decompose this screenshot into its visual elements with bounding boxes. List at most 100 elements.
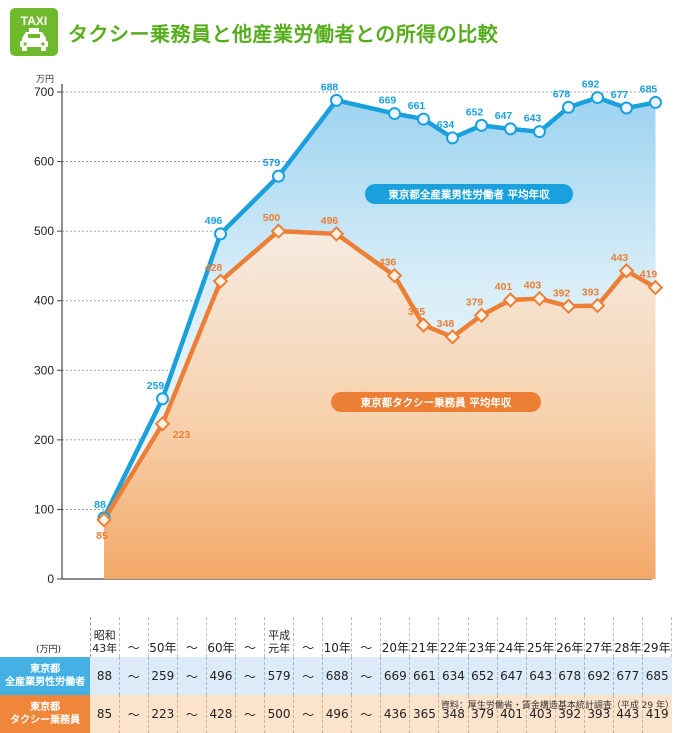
data-label-taxi: 419 [640,268,658,280]
table-cell-taxi: ～ [235,695,266,733]
y-tick-label: 600 [34,155,54,169]
data-label-taxi: 500 [263,212,281,224]
table-year-header: 29年 [642,617,673,657]
point-taxi [618,263,635,279]
point-all-industries [562,100,575,114]
data-label-taxi: 223 [173,429,191,441]
table-year-header: 10年 [322,617,353,657]
table-year-header: 24年 [497,617,527,657]
table-year-header: 21年 [409,617,440,657]
table-cell-taxi: 496 [322,695,353,733]
data-label-taxi: 428 [205,262,223,274]
table-header-row: (万円) 昭和 43年～ 50年～ 60年～平成 元年～ 10年～ 20年 21年 22年 23年 2… [0,617,673,657]
table-year-header: 20年 [380,617,411,657]
point-all-industries [591,91,604,105]
data-label-all-industries: 88 [94,499,106,511]
table-cell-all-industries: ～ [235,657,266,695]
data-label-taxi: 436 [379,257,397,269]
table-cell-taxi: 223 [148,695,178,733]
data-label-all-industries: 692 [582,79,600,91]
point-taxi [589,297,606,314]
table-cell-all-industries: 678 [555,657,585,695]
table-unit: (万円) [36,645,62,655]
point-taxi [444,329,461,345]
chart: 0 100 200 300 400 500 600 700 88 259 496 579 688 669… [34,79,664,586]
legend-all-industries: 東京都全産業男性労働者 平均年収 [388,188,550,201]
table-year-header: 60年 [206,617,237,657]
data-label-taxi: 443 [611,252,629,264]
y-tick-label: 200 [34,433,54,447]
table-cell-all-industries: 688 [322,657,353,695]
data-label-all-industries: 634 [437,119,455,131]
table-cell-all-industries: 669 [380,657,411,695]
table-cell-taxi: 428 [206,695,237,733]
table-cell-all-industries: 661 [409,657,440,695]
table-year-header: ～ [119,617,149,657]
data-label-taxi: 496 [321,215,339,227]
table-cell-all-industries: ～ [177,657,207,695]
data-label-all-industries: 647 [495,110,513,122]
table-year-header: 23年 [468,617,498,657]
legend-taxi-pill [331,392,541,412]
data-label-taxi: 348 [437,318,455,330]
data-label-taxi: 401 [495,281,513,293]
table-cell-taxi: 365 [409,695,440,733]
table-cell-all-industries: 652 [468,657,498,695]
data-label-taxi: 392 [553,287,571,299]
point-taxi [270,223,287,239]
table-cell-taxi: ～ [119,695,149,733]
table-year-header: 28年 [613,617,643,657]
table-cell-all-industries: 496 [206,657,237,695]
data-label-all-industries: 688 [321,81,339,93]
table-cell-taxi: ～ [177,695,207,733]
data-label-taxi: 365 [408,306,426,318]
data-label-all-industries: 579 [263,157,281,169]
point-all-industries [446,131,459,145]
table-cell-all-industries: ～ [351,657,382,695]
data-table: (万円) 昭和 43年～ 50年～ 60年～平成 元年～ 10年～ 20年 21年 22年 23年 2… [0,617,673,733]
table-cell-taxi: ～ [351,695,382,733]
y-tick-label: 500 [34,224,54,238]
table-cell-taxi: 85 [90,695,120,733]
y-tick-label: 300 [34,363,54,377]
y-tick-label: 400 [34,294,54,308]
table-year-header: 50年 [148,617,178,657]
table-cell-all-industries: ～ [119,657,149,695]
table-year-header: ～ [293,617,324,657]
y-axis-unit: 万円 [36,75,55,85]
table-cell-taxi: 500 [264,695,295,733]
legend-all-industries-pill [365,184,573,204]
point-taxi [328,226,345,242]
point-all-industries [156,392,169,406]
table-year-header: ～ [235,617,266,657]
table-row-all-industries: 東京都 全産業男性労働者 88 ～ 259 ～ 496 ～ 579 ～ 688 ～ 669 661 634 6… [0,657,672,695]
y-tick-label: 0 [47,572,54,586]
point-all-industries [214,227,227,241]
y-tick-label: 700 [34,85,54,99]
data-label-all-industries: 496 [205,215,223,227]
row-label-all-industries: 東京都 全産業男性労働者 [0,657,91,695]
source-note: 資料：厚生労働省・賃金構造基本統計調査（平成 29 年） [440,701,674,711]
table-cell-all-industries: 692 [584,657,614,695]
data-label-taxi: 393 [582,287,600,299]
data-label-all-industries: 652 [466,106,484,118]
point-taxi [212,273,229,290]
point-taxi [154,416,171,432]
point-all-industries [475,118,488,132]
taxi-badge-text: TAXI [21,14,47,28]
table-year-header: 昭和 43年 [89,617,120,657]
legend-taxi: 東京都タクシー乗務員 平均年収 [361,396,512,409]
point-all-industries [417,112,430,126]
table-cell-taxi: 436 [380,695,411,733]
table-year-header: 26年 [555,617,585,657]
point-all-industries [272,169,285,183]
table-cell-all-industries: 677 [613,657,643,695]
point-taxi [473,307,490,324]
table-year-header: ～ [177,617,207,657]
point-taxi [647,279,664,296]
table-cell-all-industries: 647 [497,657,527,695]
point-taxi [96,512,112,528]
table-year-header: 27年 [584,617,614,657]
table-cell-taxi: ～ [293,695,324,733]
point-all-industries [388,107,401,121]
